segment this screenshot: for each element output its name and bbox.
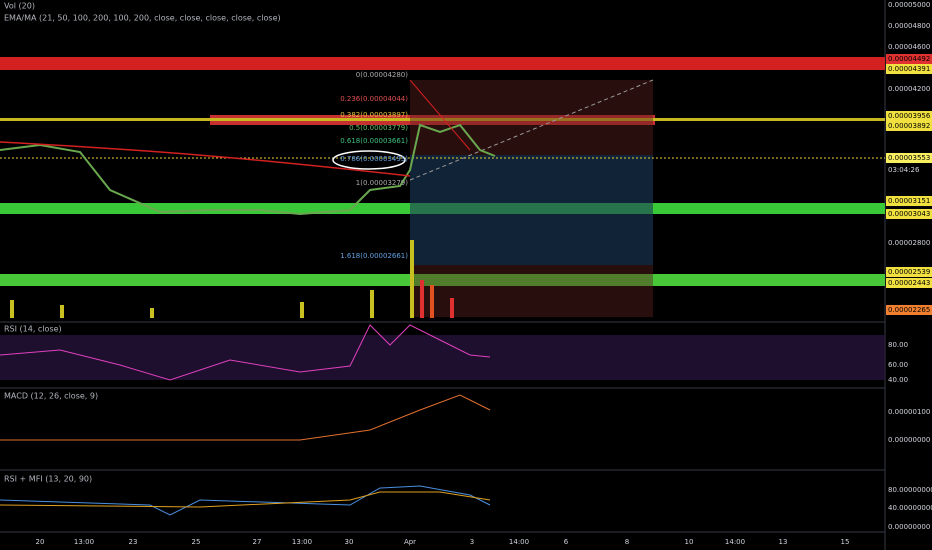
fib-label: 0.382(0.00003897) <box>340 111 408 119</box>
price-tag-label: 0.00002265 <box>888 306 930 314</box>
macd-axis-label: 0.00000100 <box>888 408 930 416</box>
time-label: 8 <box>625 538 629 546</box>
zones <box>0 57 885 317</box>
time-label: 3 <box>470 538 474 546</box>
rsi-mfi-axis-label: 0.00000000 <box>888 523 930 531</box>
rsi-axis-label: 60.00 <box>888 361 908 369</box>
time-label: 15 <box>841 538 850 546</box>
price-label: 0.00002800 <box>888 239 930 247</box>
price-lines <box>0 79 496 216</box>
price-tag-label: 0.00002539 <box>888 268 930 276</box>
time-label: 23 <box>129 538 138 546</box>
price-tag <box>886 64 932 74</box>
time-label: Apr <box>404 538 416 546</box>
rsi-mfi-axis-label: 40.00000000 <box>888 504 932 512</box>
time-label: 10 <box>685 538 694 546</box>
price-tag <box>886 209 932 219</box>
price-tag-label: 0.00003043 <box>888 210 930 218</box>
indicator-title: MACD (12, 26, close, 9) <box>4 392 98 401</box>
time-label: 6 <box>564 538 569 546</box>
price-tag-label: 0.00004492 <box>888 55 930 63</box>
fib-label: 0(0.00004280) <box>356 71 408 79</box>
price-label: 0.00005000 <box>888 1 930 9</box>
price-label: 0.00004200 <box>888 85 930 93</box>
price-tag <box>886 153 932 163</box>
price-tag-label: 0.00003151 <box>888 197 930 205</box>
price-tag <box>886 196 932 206</box>
price-tag-label: 0.00003956 <box>888 112 931 120</box>
volume-bars <box>10 240 454 318</box>
indicator-title: Vol (20) <box>4 2 35 11</box>
rsi-band <box>0 335 885 380</box>
time-label: 30 <box>345 538 354 546</box>
fib-label: 1.618(0.00002661) <box>340 252 408 260</box>
mfi-line <box>0 491 491 508</box>
time-label: 14:00 <box>725 538 745 546</box>
price-tag <box>886 278 932 288</box>
fib-label: 0.236(0.00004044) <box>340 95 408 103</box>
indicator-title: EMA/MA (21, 50, 100, 200, 100, 200, clos… <box>4 14 281 23</box>
time-label: 27 <box>253 538 262 546</box>
price-label: 0.00004800 <box>888 22 930 30</box>
macd-line <box>0 394 491 441</box>
time-label: 25 <box>192 538 201 546</box>
price-tag-label: 0.00004391 <box>888 65 930 73</box>
fib-label: 1(0.00003279) <box>356 179 408 187</box>
rsi-axis-label: 80.00 <box>888 341 908 349</box>
price-tag <box>886 121 932 131</box>
rsi-axis-label: 40.00 <box>888 376 908 384</box>
price-tag-label: 0.00003553 <box>888 154 930 162</box>
price-tag-label: 0.00003892 <box>888 122 930 130</box>
price-tag <box>886 111 932 121</box>
price-tag <box>886 267 932 277</box>
time-label: 13:00 <box>292 538 312 546</box>
macd-axis-label: 0.00000000 <box>888 436 930 444</box>
indicator-title: RSI (14, close) <box>4 325 62 334</box>
price-label: 0.00004600 <box>888 43 930 51</box>
time-label: 20 <box>36 538 45 546</box>
price-tag <box>886 305 932 315</box>
price-tag <box>886 54 932 64</box>
rsi-line <box>0 324 491 381</box>
fib-label: 0.5(0.00003779) <box>349 124 408 132</box>
time-label: 13 <box>779 538 788 546</box>
pane-borders <box>0 0 886 550</box>
time-label: 13:00 <box>74 538 94 546</box>
rsi-mfi-line <box>0 485 491 516</box>
fib-label: 0.618(0.00003661) <box>340 137 408 145</box>
time-label: 14:00 <box>509 538 529 546</box>
price-label: 03:04:26 <box>888 166 920 174</box>
rsi-mfi-axis-label: 80.00000000 <box>888 486 932 494</box>
fib-label: 0.786(0.00003493) <box>340 155 408 163</box>
price-tag-label: 0.00002443 <box>888 279 930 287</box>
indicator-title: RSI + MFI (13, 20, 90) <box>4 475 92 484</box>
